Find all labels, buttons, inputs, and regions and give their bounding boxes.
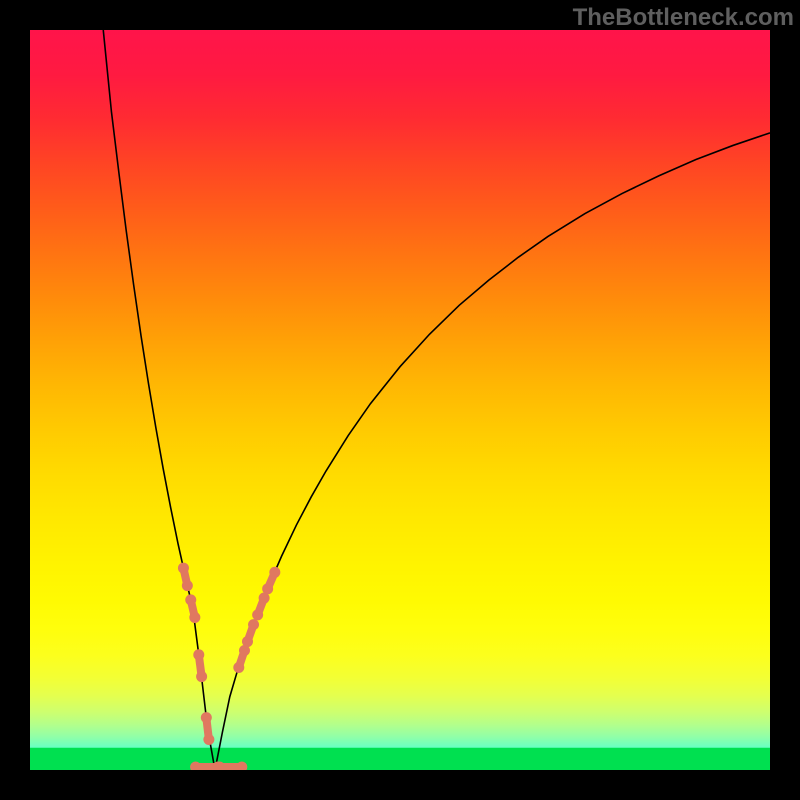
chart-container: TheBottleneck.com xyxy=(0,0,800,800)
plot-area xyxy=(30,30,770,770)
watermark-label: TheBottleneck.com xyxy=(573,4,794,32)
bottleneck-chart xyxy=(30,30,770,770)
